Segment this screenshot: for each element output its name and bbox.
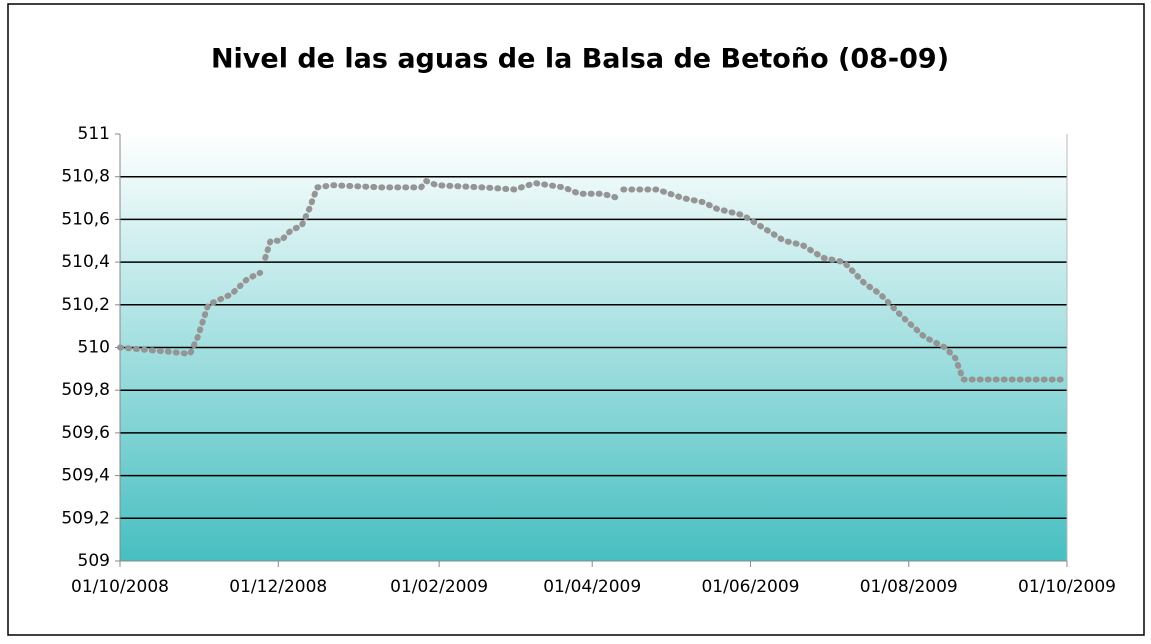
- y-tick-label: 510: [78, 338, 110, 358]
- y-tick-label: 509,2: [61, 508, 110, 528]
- y-tick-label: 509,6: [61, 423, 110, 443]
- x-tick-label: 01/10/2008: [71, 577, 169, 597]
- x-tick-label: 01/06/2009: [701, 577, 799, 597]
- x-tick-label: 01/08/2009: [860, 577, 958, 597]
- y-tick-label: 511: [78, 124, 110, 144]
- x-tick-label: 01/02/2009: [390, 577, 488, 597]
- x-tick-label: 01/12/2008: [229, 577, 327, 597]
- x-tick-label: 01/10/2009: [1018, 577, 1116, 597]
- chart-title: Nivel de las aguas de la Balsa de Betoño…: [211, 44, 949, 75]
- y-tick-label: 510,4: [61, 252, 110, 272]
- y-tick-label: 509,4: [61, 466, 110, 486]
- data-line: [117, 178, 1070, 383]
- y-tick-label: 509,8: [61, 380, 110, 400]
- y-tick-label: 510,8: [61, 167, 110, 187]
- y-tick-label: 510,6: [61, 209, 110, 229]
- y-tick-label: 510,2: [61, 295, 110, 315]
- y-tick-label: 509: [78, 551, 110, 571]
- x-tick-label: 01/04/2009: [543, 577, 641, 597]
